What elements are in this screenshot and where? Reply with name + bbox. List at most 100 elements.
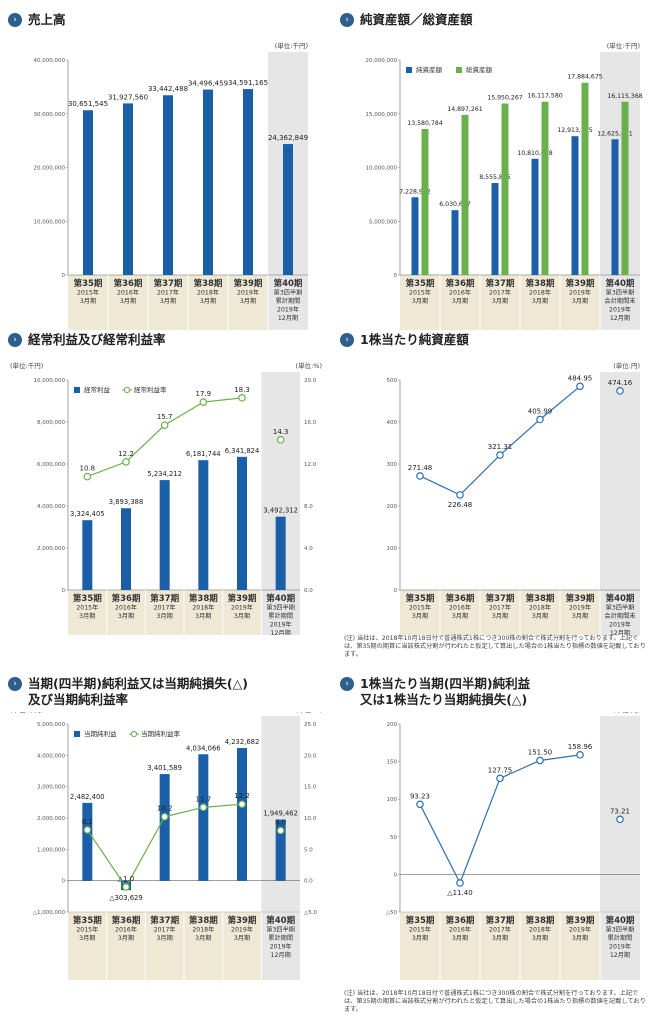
category-label: 第36期 bbox=[114, 278, 143, 289]
rate-marker bbox=[160, 421, 169, 429]
bar bbox=[283, 144, 293, 275]
category-label: 2016年 bbox=[449, 289, 471, 297]
rate-data-label: 12.2 bbox=[234, 792, 250, 800]
category-label: 2019年 bbox=[270, 943, 292, 951]
y-tick-label: 1,000,000 bbox=[37, 847, 65, 853]
bar bbox=[198, 460, 209, 590]
data-label: 17,884,675 bbox=[567, 74, 602, 81]
category-label: 第35期 bbox=[73, 915, 102, 926]
y-tick-label: 8,000,000 bbox=[37, 420, 65, 426]
chevron-right-icon: › bbox=[340, 677, 354, 691]
value-marker bbox=[576, 382, 584, 391]
category-label: 3月期 bbox=[157, 934, 173, 942]
value-marker bbox=[496, 451, 504, 459]
bar bbox=[275, 819, 286, 881]
data-label: 93.23 bbox=[410, 792, 430, 800]
panel-header: › 純資産額／総資産額 bbox=[340, 12, 473, 28]
unit-right-label: (単位:千円) bbox=[275, 41, 308, 50]
highlight-column bbox=[600, 52, 640, 330]
y-tick-label: 100 bbox=[387, 797, 398, 803]
y-tick-label: 3,000,000 bbox=[37, 785, 65, 791]
panel-title: 経常利益及び経常利益率 bbox=[28, 332, 166, 347]
category-label: 第37期 bbox=[150, 915, 179, 926]
category-label: 3月期 bbox=[532, 297, 548, 305]
category-label: 3月期 bbox=[412, 297, 428, 305]
rate-marker bbox=[122, 458, 130, 466]
category-label: 2019年 bbox=[270, 621, 292, 629]
rate-marker bbox=[276, 436, 285, 444]
category-label: 3月期 bbox=[240, 297, 256, 305]
legend-marker bbox=[123, 386, 131, 394]
panel-header: › 当期(四半期)純利益又は当期純損失(△) 及び当期純利益率 bbox=[8, 676, 248, 708]
rate-data-label: 14.3 bbox=[273, 428, 289, 436]
bar-data-label: 3,324,405 bbox=[70, 510, 105, 518]
data-label: 158.96 bbox=[568, 743, 593, 751]
bar bbox=[275, 516, 286, 590]
category-band bbox=[68, 275, 268, 330]
bar bbox=[421, 129, 429, 275]
unit-right-label: (単位:%) bbox=[296, 361, 322, 370]
legend-label: 当期純利益 bbox=[84, 729, 117, 738]
chevron-right-icon: › bbox=[340, 333, 354, 347]
y-tick-label: 200 bbox=[387, 722, 398, 728]
data-label: 474.16 bbox=[608, 379, 633, 387]
value-marker bbox=[536, 415, 544, 424]
unit-left-label: (単位:千円) bbox=[10, 712, 43, 714]
y-tick-label: △1,000,000 bbox=[33, 910, 66, 916]
panel-bps: › 1株当たり純資産額 (単位:円) 0 100 200 300 400 500 第35期 201… bbox=[340, 332, 660, 662]
bar-data-label: 3,492,312 bbox=[263, 507, 298, 515]
category-label: 2019年 bbox=[277, 306, 299, 314]
value-marker bbox=[456, 879, 464, 887]
category-label: 2017年 bbox=[154, 926, 176, 934]
category-label: 2015年 bbox=[409, 289, 431, 297]
y-tick-label: 0 bbox=[394, 872, 398, 878]
category-label: 12月期 bbox=[610, 314, 630, 322]
category-label: 3月期 bbox=[412, 934, 428, 942]
data-label: 33,442,488 bbox=[148, 85, 188, 93]
category-label: 2018年 bbox=[529, 604, 551, 612]
category-label: 12月期 bbox=[610, 951, 630, 959]
category-label: 第35期 bbox=[406, 278, 435, 289]
data-label: 16,115,368 bbox=[607, 93, 642, 100]
category-label: 第35期 bbox=[406, 593, 435, 604]
data-label: 13,580,784 bbox=[407, 120, 442, 127]
legend-swatch bbox=[74, 731, 80, 737]
category-label: 第40期 bbox=[606, 593, 635, 604]
category-label: 第36期 bbox=[446, 593, 475, 604]
value-marker bbox=[496, 774, 504, 783]
category-label: 3月期 bbox=[572, 934, 588, 942]
rate-data-label: 10.8 bbox=[80, 465, 96, 473]
y2-tick-label: 0.0 bbox=[304, 588, 313, 594]
legend-label: 総資産額 bbox=[466, 65, 493, 74]
category-label: 第38期 bbox=[194, 278, 223, 289]
bar bbox=[571, 136, 579, 275]
data-label: 8,555,825 bbox=[479, 174, 511, 181]
category-label: 2019年 bbox=[231, 926, 253, 934]
category-label: 2016年 bbox=[449, 604, 471, 612]
category-label: 第37期 bbox=[486, 593, 515, 604]
panel-title: 当期(四半期)純利益又は当期純損失(△) 及び当期純利益率 bbox=[28, 676, 248, 707]
category-label: 第38期 bbox=[526, 593, 555, 604]
category-label: 累計期間 bbox=[268, 612, 293, 620]
y-tick-label: △50 bbox=[386, 910, 398, 916]
category-label: 2018年 bbox=[197, 289, 219, 297]
unit-right-label: (単位:%) bbox=[296, 712, 322, 714]
value-marker bbox=[616, 815, 624, 824]
data-label: 271.48 bbox=[408, 464, 433, 472]
bar bbox=[451, 210, 459, 275]
category-label: 3月期 bbox=[195, 934, 211, 942]
category-label: 2017年 bbox=[489, 289, 511, 297]
bar bbox=[461, 114, 469, 275]
category-label: 2019年 bbox=[231, 604, 253, 612]
panel-title: 純資産額／総資産額 bbox=[360, 12, 473, 27]
category-band bbox=[68, 912, 262, 980]
category-label: 第3四半期 bbox=[606, 604, 635, 612]
category-label: 2015年 bbox=[76, 604, 98, 612]
legend-label: 当期純利益率 bbox=[141, 729, 181, 738]
chevron-right-icon: › bbox=[340, 13, 354, 27]
y-tick-label: 2,000,000 bbox=[37, 546, 65, 552]
category-label: 12月期 bbox=[610, 629, 630, 635]
category-label: 第38期 bbox=[526, 915, 555, 926]
unit-left-label: (単位:千円) bbox=[10, 361, 43, 370]
data-label: 226.48 bbox=[448, 501, 473, 509]
